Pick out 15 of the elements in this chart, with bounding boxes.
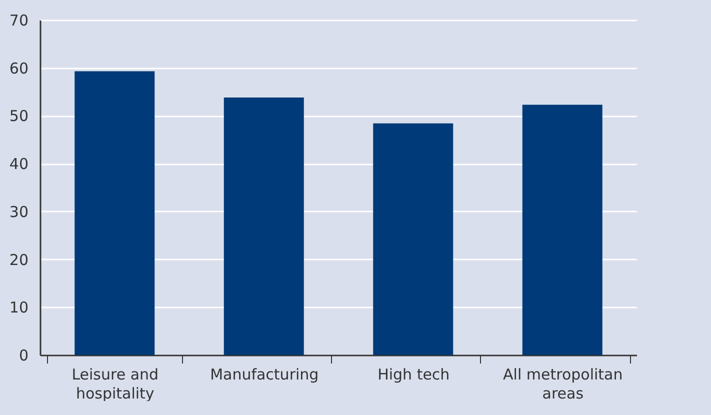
bar [74,71,155,355]
x-tick-label: Manufacturing [210,366,319,384]
y-tick-label: 50 [9,107,28,126]
bar [373,123,454,355]
y-tick-label: 10 [9,298,28,317]
y-tick-label: 30 [9,202,28,221]
y-tick-label: 40 [9,155,28,174]
bar [522,104,602,355]
y-tick-label: 0 [18,346,28,364]
y-tick-label: 70 [9,12,28,30]
bar [224,98,304,355]
x-tick-label: All metropolitan areas [503,366,623,402]
x-tick-label: High tech [378,366,450,384]
y-tick-label: 60 [9,59,28,78]
y-tick-label: 20 [9,250,28,269]
